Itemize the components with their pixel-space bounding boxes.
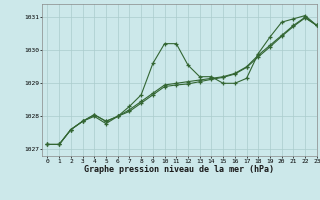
X-axis label: Graphe pression niveau de la mer (hPa): Graphe pression niveau de la mer (hPa) [84,165,274,174]
